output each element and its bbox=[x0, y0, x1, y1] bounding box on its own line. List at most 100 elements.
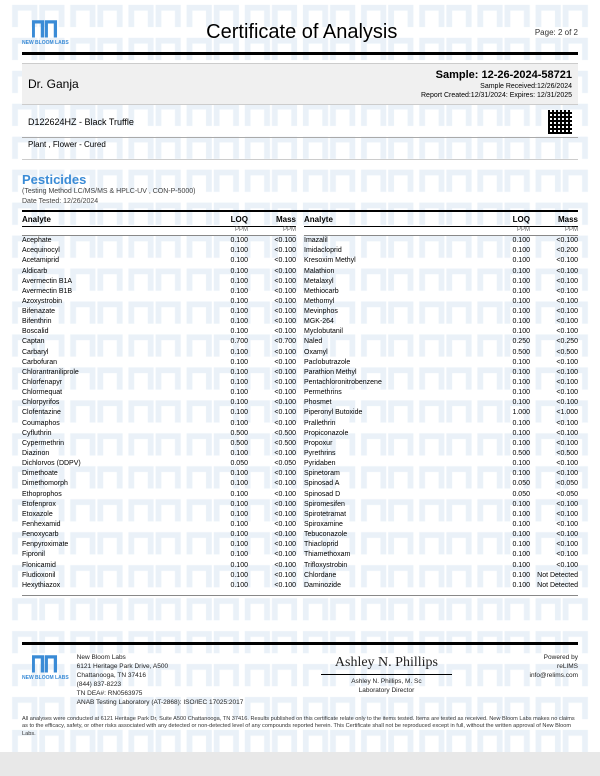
loq-val: 0.100 bbox=[490, 540, 530, 550]
result-row: Myclobutanil0.100<0.100 bbox=[304, 327, 578, 337]
loq-val: 0.100 bbox=[490, 388, 530, 398]
loq-val: 0.500 bbox=[208, 439, 248, 449]
result-row: Spiromesifen0.100<0.100 bbox=[304, 500, 578, 510]
result-row: Chlorantraniliprole0.100<0.100 bbox=[22, 368, 296, 378]
analyte: Pentachloronitrobenzene bbox=[304, 378, 490, 388]
mass-val: <0.050 bbox=[530, 490, 578, 500]
loq-val: 0.100 bbox=[208, 550, 248, 560]
result-row: Avermectin B1B0.100<0.100 bbox=[22, 287, 296, 297]
analyte: Permethrins bbox=[304, 388, 490, 398]
loq-val: 0.700 bbox=[208, 337, 248, 347]
loq-val: 1.000 bbox=[490, 408, 530, 418]
loq-val: 0.100 bbox=[490, 307, 530, 317]
analyte: Carbofuran bbox=[22, 358, 208, 368]
mass-val: <0.100 bbox=[248, 530, 296, 540]
mass-val: <0.100 bbox=[530, 277, 578, 287]
loq-val: 0.100 bbox=[208, 540, 248, 550]
qr-code bbox=[548, 110, 572, 134]
result-row: Fludioxonil0.100<0.100 bbox=[22, 571, 296, 581]
mass-val: <0.100 bbox=[248, 277, 296, 287]
loq-val: 0.100 bbox=[208, 408, 248, 418]
result-row: Captan0.700<0.700 bbox=[22, 337, 296, 347]
analyte: Cypermethrin bbox=[22, 439, 208, 449]
loq-val: 0.050 bbox=[490, 490, 530, 500]
analyte: Clofentazine bbox=[22, 408, 208, 418]
mass-val: <0.500 bbox=[248, 439, 296, 449]
mass-val: <0.700 bbox=[248, 337, 296, 347]
mass-val: <0.100 bbox=[248, 307, 296, 317]
analyte: Kresoxim Methyl bbox=[304, 256, 490, 266]
page-number: Page: 2 of 2 bbox=[535, 28, 578, 37]
result-row: Etoxazole0.100<0.100 bbox=[22, 510, 296, 520]
analyte: Methiocarb bbox=[304, 287, 490, 297]
mass-val: <0.100 bbox=[248, 246, 296, 256]
analyte: Ethoprophos bbox=[22, 490, 208, 500]
lab-name: NEW BLOOM LABS bbox=[22, 40, 69, 46]
mass-val: <0.100 bbox=[248, 378, 296, 388]
result-row: Azoxystrobin0.100<0.100 bbox=[22, 297, 296, 307]
mass-val: <0.100 bbox=[530, 469, 578, 479]
result-row: Parathion Methyl0.100<0.100 bbox=[304, 368, 578, 378]
mass-val: <0.100 bbox=[530, 419, 578, 429]
loq-val: 0.100 bbox=[208, 327, 248, 337]
header: NEW BLOOM LABS Certificate of Analysis P… bbox=[22, 18, 578, 55]
analyte: Imidacloprid bbox=[304, 246, 490, 256]
result-row: Imazalil0.100<0.100 bbox=[304, 236, 578, 246]
result-row: Acequinocyl0.100<0.100 bbox=[22, 246, 296, 256]
loq-val: 0.500 bbox=[208, 429, 248, 439]
sample-name: D122624HZ - Black Truffle bbox=[28, 117, 134, 127]
mass-val: <0.100 bbox=[248, 571, 296, 581]
analyte: Acetamiprid bbox=[22, 256, 208, 266]
mass-val: <0.100 bbox=[530, 520, 578, 530]
result-row: Fenoxycarb0.100<0.100 bbox=[22, 530, 296, 540]
mass-val: <0.100 bbox=[530, 317, 578, 327]
result-row: Fenhexamid0.100<0.100 bbox=[22, 520, 296, 530]
analyte: Spinosad D bbox=[304, 490, 490, 500]
analyte: Aldicarb bbox=[22, 267, 208, 277]
analyte: Chlormequat bbox=[22, 388, 208, 398]
mass-val: <0.100 bbox=[248, 317, 296, 327]
result-row: Diazinon0.100<0.100 bbox=[22, 449, 296, 459]
matrix-row: Plant , Flower - Cured bbox=[22, 138, 578, 160]
sample-id: Sample: 12-26-2024-58721 bbox=[421, 68, 572, 82]
lab-logo: NEW BLOOM LABS bbox=[22, 18, 69, 46]
mass-val: Not Detected bbox=[530, 581, 578, 591]
loq-val: 0.100 bbox=[208, 561, 248, 571]
mass-val: <0.100 bbox=[248, 256, 296, 266]
analyte: Avermectin B1A bbox=[22, 277, 208, 287]
mass-val: <0.100 bbox=[248, 419, 296, 429]
analyte: Mevinphos bbox=[304, 307, 490, 317]
loq-val: 0.100 bbox=[208, 500, 248, 510]
analyte: Avermectin B1B bbox=[22, 287, 208, 297]
analyte: Paclobutrazole bbox=[304, 358, 490, 368]
disclaimer: All analyses were conducted at 6121 Heri… bbox=[22, 716, 578, 739]
col-analyte: Analyte bbox=[22, 215, 208, 224]
analyte: Bifenazate bbox=[22, 307, 208, 317]
result-row: Dichlorvos (DDPV)0.050<0.050 bbox=[22, 459, 296, 469]
loq-val: 0.100 bbox=[490, 469, 530, 479]
mass-val: <0.100 bbox=[248, 479, 296, 489]
mass-val: <0.100 bbox=[248, 449, 296, 459]
result-row: Acetamiprid0.100<0.100 bbox=[22, 256, 296, 266]
results-right: AnalyteLOQMass PPMPPM Imazalil0.100<0.10… bbox=[304, 212, 578, 591]
analyte: Fipronil bbox=[22, 550, 208, 560]
result-row: Spirotetramat0.100<0.100 bbox=[304, 510, 578, 520]
mass-val: <0.100 bbox=[248, 348, 296, 358]
analyte: Prallethrin bbox=[304, 419, 490, 429]
mass-val: <0.100 bbox=[248, 267, 296, 277]
result-row: Bifenthrin0.100<0.100 bbox=[22, 317, 296, 327]
result-row: Spinosad D0.050<0.050 bbox=[304, 490, 578, 500]
loq-val: 0.250 bbox=[490, 337, 530, 347]
result-row: Cypermethrin0.500<0.500 bbox=[22, 439, 296, 449]
col-loq: LOQ bbox=[490, 215, 530, 224]
director-name: Ashley N. Phillips, M. Sc bbox=[257, 677, 515, 686]
mass-val: <0.100 bbox=[248, 408, 296, 418]
result-row: Thiamethoxam0.100<0.100 bbox=[304, 550, 578, 560]
analyte: Fenoxycarb bbox=[22, 530, 208, 540]
loq-val: 0.100 bbox=[208, 490, 248, 500]
loq-val: 0.100 bbox=[208, 277, 248, 287]
loq-val: 0.050 bbox=[208, 459, 248, 469]
result-row: Pentachloronitrobenzene0.100<0.100 bbox=[304, 378, 578, 388]
result-row: Ethoprophos0.100<0.100 bbox=[22, 490, 296, 500]
mass-val: <0.100 bbox=[248, 327, 296, 337]
